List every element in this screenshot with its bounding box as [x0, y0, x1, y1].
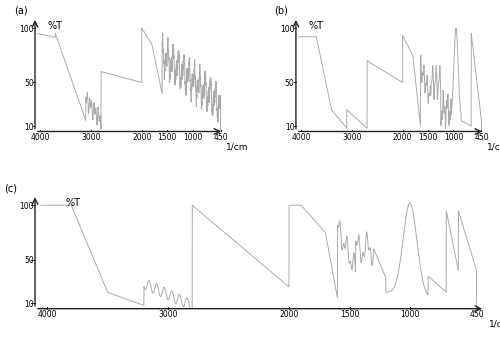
Text: 1/cm: 1/cm — [486, 142, 500, 151]
Text: 1/cm: 1/cm — [226, 142, 248, 151]
Text: 1/cm: 1/cm — [488, 320, 500, 329]
Text: (a): (a) — [14, 6, 28, 16]
Text: %T: %T — [48, 21, 62, 31]
Text: (b): (b) — [274, 6, 288, 16]
Text: %T: %T — [65, 198, 80, 208]
Text: %T: %T — [308, 21, 324, 31]
Text: (c): (c) — [4, 183, 17, 193]
